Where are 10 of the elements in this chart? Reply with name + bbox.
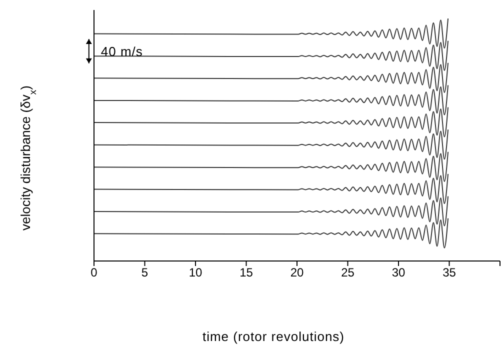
x-tick-label: 15 (240, 266, 254, 280)
x-tick-label: 20 (290, 266, 304, 280)
x-tick-label: 30 (392, 266, 406, 280)
x-axis-title: time (rotor revolutions) (202, 329, 345, 344)
x-tick-label: 0 (90, 266, 98, 280)
x-tick-label: 25 (341, 266, 355, 280)
x-tick-label: 10 (188, 266, 202, 280)
x-tick-label: 35 (442, 266, 456, 280)
x-tick-label: 5 (141, 266, 148, 280)
annotation: 40 m/s (100, 44, 143, 60)
